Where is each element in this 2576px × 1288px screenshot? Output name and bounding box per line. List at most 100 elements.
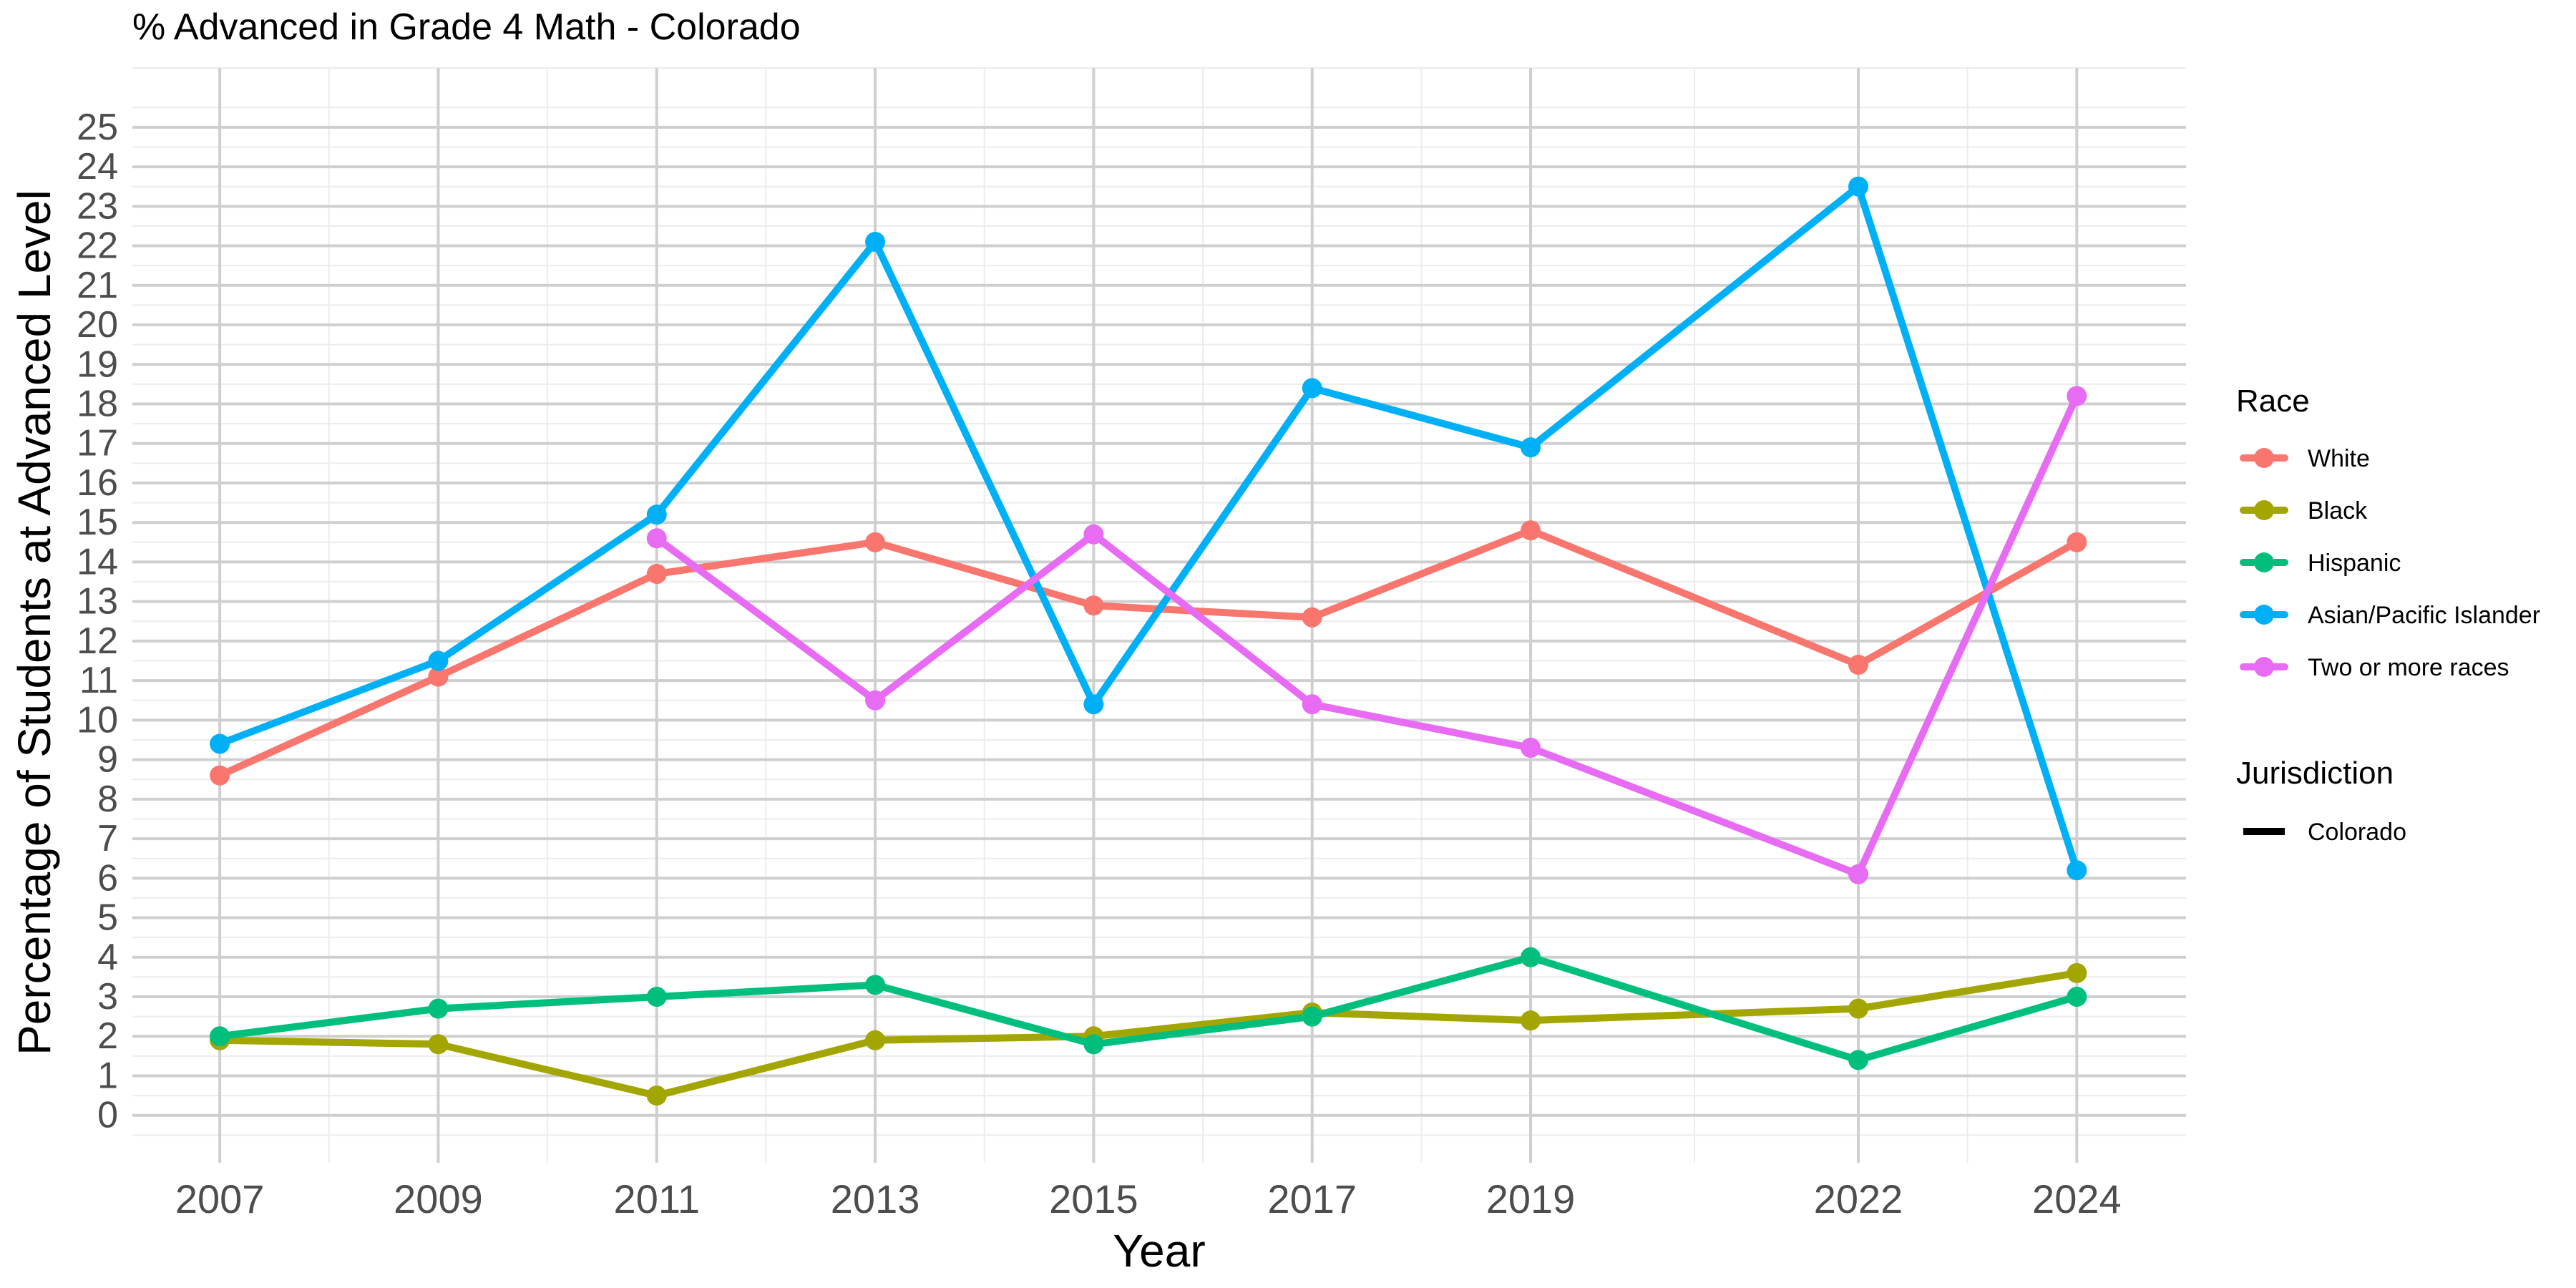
data-point [428, 666, 449, 687]
data-point [1083, 524, 1104, 545]
data-point [1521, 437, 1541, 458]
legend: Race White Black Hispanic Asian/Pacific Isla… [2236, 384, 2540, 846]
y-tick-label: 24 [77, 146, 118, 187]
data-point [2067, 532, 2087, 552]
y-tick-label: 2 [97, 1015, 118, 1057]
y-tick-label: 19 [77, 343, 118, 385]
data-point [865, 532, 886, 552]
x-tick-label: 2017 [1267, 1176, 1357, 1221]
x-axis-title: Year [1113, 1225, 1205, 1277]
y-tick-label: 3 [97, 976, 118, 1018]
y-tick-label: 11 [79, 660, 118, 701]
y-tick-label: 14 [77, 541, 118, 582]
y-tick-label: 12 [77, 620, 118, 662]
y-tick-label: 23 [77, 185, 118, 227]
y-tick-label: 22 [77, 225, 118, 267]
y-tick-label: 9 [97, 739, 118, 781]
legend-marker [2254, 605, 2274, 625]
data-point [1521, 1010, 1541, 1031]
data-point [865, 232, 886, 253]
x-tick-label: 2007 [175, 1176, 265, 1221]
y-tick-label: 16 [77, 462, 118, 504]
data-point [1302, 378, 1322, 399]
legend-label: Hispanic [2308, 550, 2401, 577]
y-tick-label: 6 [97, 857, 118, 899]
data-point [428, 650, 449, 671]
y-tick-label: 5 [97, 897, 118, 939]
x-tick-label: 2019 [1486, 1176, 1576, 1221]
data-point [865, 1030, 886, 1050]
y-tick-label: 8 [97, 779, 118, 820]
data-point [210, 765, 230, 786]
series-line [216, 182, 2081, 874]
series-line [216, 527, 2081, 779]
data-point [1848, 1050, 1869, 1070]
y-tick-label: 1 [97, 1055, 118, 1096]
data-point [428, 1034, 449, 1055]
data-point [210, 733, 230, 754]
data-point [1848, 998, 1869, 1019]
y-tick-label: 0 [97, 1095, 118, 1136]
x-tick-label: 2024 [2032, 1176, 2122, 1221]
legend-label: Asian/Pacific Islander [2308, 602, 2540, 629]
series-hispanic [210, 947, 2087, 1070]
data-point [2067, 987, 2087, 1008]
x-tick-label: 2015 [1049, 1176, 1138, 1221]
legend-marker [2254, 657, 2274, 677]
legend-label: White [2308, 445, 2370, 472]
jurisdiction-legend-title: Jurisdiction [2236, 756, 2394, 791]
legend-marker [2254, 552, 2274, 572]
data-point [1302, 607, 1322, 628]
data-point [1521, 947, 1541, 967]
data-point [1521, 738, 1541, 758]
data-point [646, 1085, 667, 1106]
y-tick-label: 15 [77, 502, 118, 543]
y-axis-title: Percentage of Students at Advanced Level [9, 190, 60, 1055]
x-tick-label: 2013 [831, 1176, 920, 1221]
y-tick-label: 18 [77, 383, 118, 424]
data-point [865, 975, 886, 995]
data-point [1083, 595, 1104, 616]
data-point [2067, 386, 2087, 406]
legend-label: Black [2308, 497, 2368, 525]
y-tick-label: 21 [77, 265, 118, 306]
data-point [865, 690, 886, 711]
data-point [1848, 176, 1869, 197]
data-point [1848, 655, 1869, 675]
data-point [1302, 1006, 1322, 1027]
series-layer [210, 176, 2087, 1106]
legend-title: Race [2236, 384, 2310, 419]
data-point [646, 504, 667, 525]
chart-title: % Advanced in Grade 4 Math - Colorado [132, 6, 801, 48]
data-point [1083, 694, 1104, 715]
x-tick-label: 2009 [394, 1176, 483, 1221]
y-tick-label: 25 [77, 107, 118, 148]
legend-marker [2254, 448, 2274, 468]
series-white [210, 520, 2087, 786]
axis-layer: 0123456789101112131415161718192021222324… [77, 107, 2121, 1221]
data-point [2067, 962, 2087, 983]
legend-label: Two or more races [2308, 654, 2509, 681]
data-point [428, 998, 449, 1019]
series-line [653, 392, 2081, 878]
data-point [1083, 1034, 1104, 1055]
data-point [210, 1026, 230, 1047]
data-point [646, 528, 667, 549]
y-tick-label: 17 [77, 423, 118, 464]
grid-layer [132, 67, 2186, 1163]
data-point [1848, 864, 1869, 884]
jurisdiction-legend-label: Colorado [2308, 819, 2406, 846]
series-two-or-more-races [646, 386, 2087, 884]
x-tick-label: 2022 [1814, 1176, 1903, 1221]
y-tick-label: 13 [77, 581, 118, 623]
legend-marker [2254, 500, 2274, 520]
series-asian-pacific-islander [210, 176, 2087, 881]
y-tick-label: 4 [97, 937, 118, 978]
y-tick-label: 20 [77, 304, 118, 346]
x-tick-label: 2011 [614, 1176, 700, 1221]
y-tick-label: 7 [97, 818, 118, 859]
data-point [1302, 694, 1322, 715]
data-point [646, 564, 667, 585]
data-point [646, 987, 667, 1008]
